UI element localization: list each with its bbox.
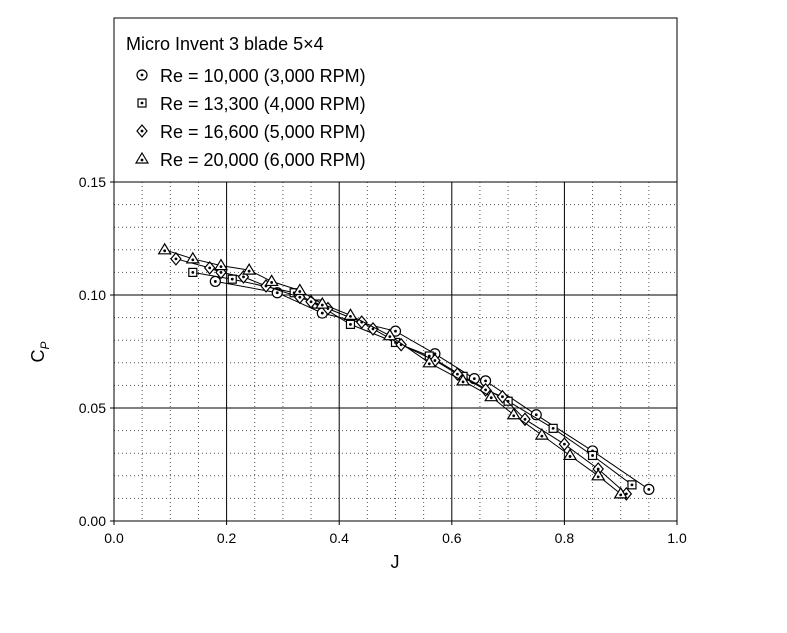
x-tick-label: 0.0: [104, 530, 124, 546]
grid: [114, 182, 677, 521]
legend-marker: [136, 69, 148, 81]
data-point: [315, 296, 330, 309]
data-point: [292, 283, 307, 296]
legend-entry: Re = 10,000 (3,000 RPM): [160, 66, 366, 86]
data-point: [213, 258, 229, 271]
data-point: [157, 242, 172, 255]
x-axis-label: J: [391, 552, 400, 572]
data-point: [484, 389, 499, 402]
legend-entry: Re = 13,300 (4,000 RPM): [160, 94, 366, 114]
data-point: [185, 251, 200, 264]
data-point: [242, 262, 257, 275]
data-point: [355, 315, 368, 330]
x-tick-label: 1.0: [667, 530, 687, 546]
y-tick-label: 0.15: [79, 174, 106, 190]
data-point: [227, 274, 237, 284]
data-point: [562, 448, 578, 461]
legend-entry: Re = 20,000 (6,000 RPM): [160, 150, 366, 170]
data-point: [496, 389, 509, 404]
legend-title: Micro Invent 3 blade 5×4: [126, 34, 324, 54]
data-point: [627, 480, 637, 490]
legend-marker: [136, 124, 148, 138]
data-point: [479, 382, 492, 397]
series-line: [192, 271, 633, 486]
data-point: [422, 355, 437, 368]
y-tick-label: 0.05: [79, 400, 106, 416]
legend: Micro Invent 3 blade 5×4 Re = 10,000 (3,…: [113, 17, 678, 183]
y-axis-label-group: CP: [28, 341, 52, 362]
data-point: [456, 373, 471, 386]
legend-marker: [134, 151, 150, 164]
svg-text:CP: CP: [28, 341, 52, 362]
data-point: [203, 260, 216, 275]
series-1: [209, 275, 655, 495]
x-tick-label: 0.6: [442, 530, 462, 546]
y-tick-label: 0.00: [79, 513, 106, 529]
data-point: [591, 468, 606, 481]
data-point: [548, 423, 558, 433]
data-point: [345, 319, 356, 329]
data-point: [451, 367, 464, 382]
data-point: [643, 483, 655, 495]
data-point: [519, 412, 531, 427]
data-point: [343, 308, 358, 320]
data-point: [613, 486, 628, 499]
data-point: [209, 275, 221, 288]
legend-marker: [137, 98, 147, 108]
y-axis-label: C: [28, 350, 48, 363]
x-tick-label: 0.8: [555, 530, 575, 546]
data-point: [382, 328, 397, 341]
y-tick-label: 0.10: [79, 287, 106, 303]
y-axis-label-subscript: P: [38, 341, 52, 349]
legend-entry: Re = 16,600 (5,000 RPM): [160, 122, 366, 142]
x-tick-label: 0.4: [329, 530, 349, 546]
series-4: [157, 242, 628, 499]
data-point: [506, 407, 521, 420]
series-group: [157, 242, 655, 501]
data-point: [558, 437, 571, 452]
legend-box: [113, 17, 678, 183]
x-tick-label: 0.2: [217, 530, 237, 546]
data-point: [170, 251, 182, 266]
data-point: [188, 267, 198, 277]
axes: 0.0 0.2 0.4 0.6 0.8 1.0 0.00 0.05 0.10 0.15: [79, 174, 687, 546]
data-point: [587, 450, 598, 461]
data-point: [534, 427, 549, 440]
data-point: [264, 274, 279, 287]
